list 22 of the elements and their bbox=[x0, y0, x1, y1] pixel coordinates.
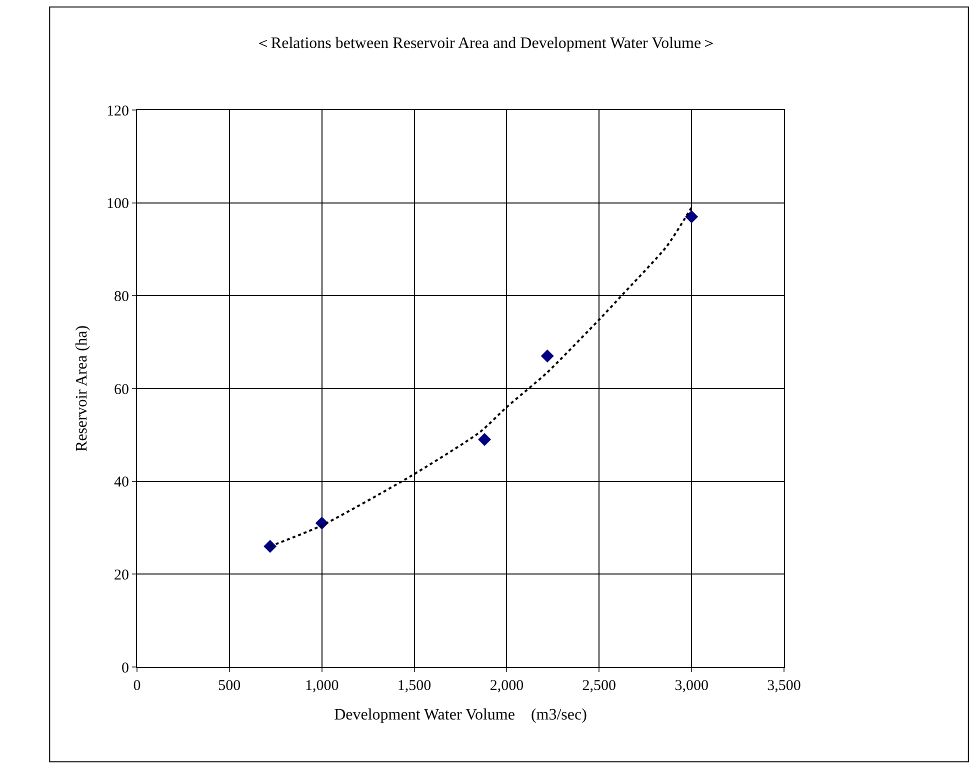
y-tick-label: 40 bbox=[114, 474, 129, 491]
x-tick-label: 2,500 bbox=[582, 678, 616, 694]
y-axis-title: Reservoir Area (ha) bbox=[73, 325, 90, 452]
x-axis-title: Development Water Volume (m3/sec) bbox=[334, 706, 587, 724]
y-tick-label: 100 bbox=[106, 196, 129, 212]
point bbox=[478, 433, 492, 446]
point bbox=[685, 210, 698, 224]
x-tick-label: 500 bbox=[218, 678, 241, 694]
x-tick-label: 3,000 bbox=[674, 678, 708, 694]
x-tick-label: 1,500 bbox=[397, 678, 432, 694]
x-tick-label: 0 bbox=[133, 678, 141, 694]
x-tick-label: 3,500 bbox=[767, 678, 801, 694]
chart-title: ＜Relations between Reservoir Area and Development Water Volume＞ bbox=[254, 35, 718, 52]
y-tick-label: 120 bbox=[106, 103, 129, 120]
y-tick-label: 20 bbox=[114, 567, 129, 584]
x-tick-label: 2,000 bbox=[490, 678, 524, 694]
y-tick-label: 60 bbox=[114, 382, 129, 398]
point bbox=[264, 540, 277, 553]
x-tick-label: 1,000 bbox=[304, 678, 339, 694]
y-tick-label: 80 bbox=[114, 288, 129, 305]
point bbox=[540, 350, 554, 363]
y-tick-label: 0 bbox=[122, 660, 129, 676]
